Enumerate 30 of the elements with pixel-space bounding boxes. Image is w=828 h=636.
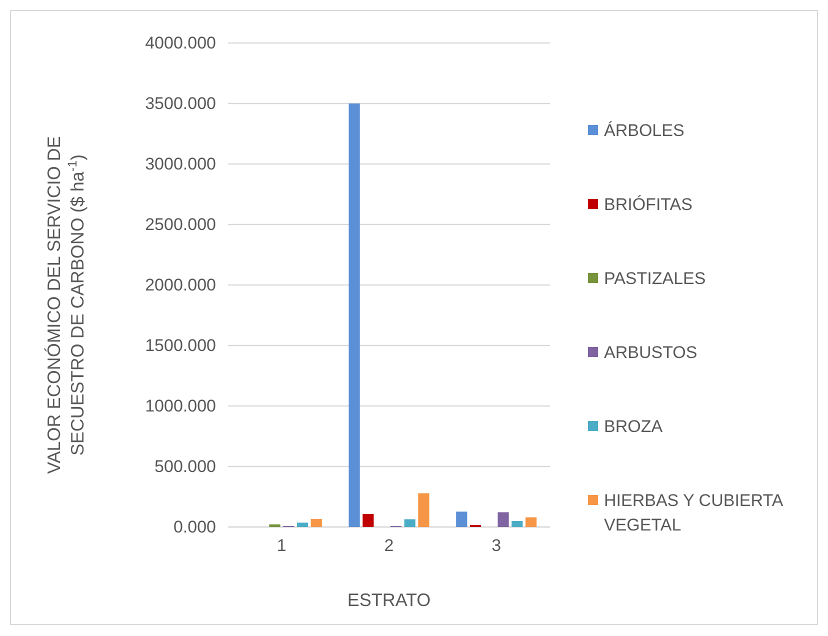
y-tick-label: 3500.000 (145, 94, 216, 113)
bar (525, 517, 537, 527)
legend-label: ARBUSTOS (604, 343, 698, 362)
x-axis-title: ESTRATO (347, 590, 431, 610)
x-tick-label: 2 (384, 536, 394, 556)
x-tick-label: 3 (492, 536, 502, 556)
x-tick-label: 1 (276, 536, 286, 556)
legend-label: PASTIZALES (604, 269, 706, 288)
bar (269, 524, 280, 527)
legend-label: HIERBAS Y CUBIERTA VEGETAL (604, 491, 784, 535)
y-tick-label: 500.000 (154, 456, 216, 476)
legend-label: BROZA (604, 417, 664, 436)
bar (512, 520, 523, 527)
y-tick-label: 1500.000 (145, 336, 216, 355)
bar (362, 514, 374, 527)
y-tick-label: 2000.000 (145, 275, 216, 294)
bar (418, 493, 430, 527)
bar (348, 104, 360, 527)
y-tick-label: 2500.000 (145, 214, 216, 234)
legend-label: BRIÓFITAS (604, 195, 692, 214)
bar (310, 519, 322, 527)
y-tick-label: 4000.000 (145, 33, 216, 52)
y-tick-label: 0.000 (173, 517, 216, 536)
bar (404, 519, 416, 527)
y-tick-label: 1000.000 (145, 396, 216, 416)
bar (296, 522, 308, 527)
y-tick-label: 3000.000 (145, 154, 216, 174)
bar (498, 512, 509, 527)
legend-label: ÁRBOLES (604, 121, 684, 140)
bar (456, 512, 468, 527)
